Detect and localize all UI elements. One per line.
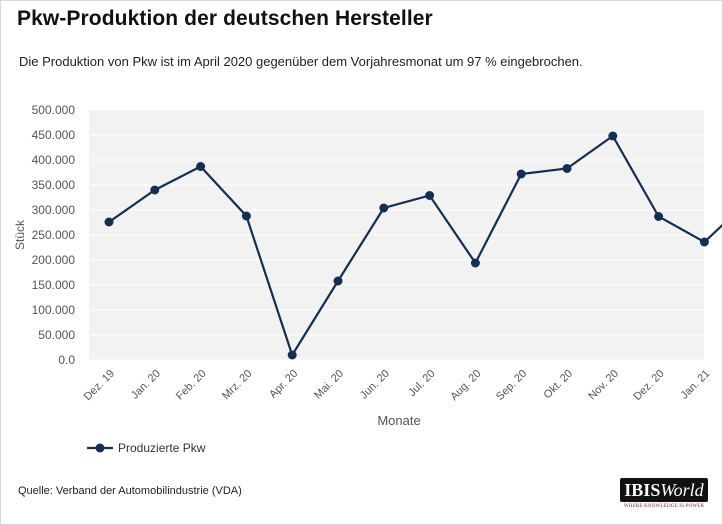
data-point[interactable] [333,276,343,286]
y-tick-label: 350.000 [32,178,76,192]
y-tick-label: 250.000 [32,228,76,242]
data-point[interactable] [516,169,526,179]
data-point[interactable] [608,131,618,141]
ibisworld-logo: IBISWorld WHERE KNOWLEDGE IS POWER [620,478,708,514]
logo-tagline: WHERE KNOWLEDGE IS POWER [623,504,705,509]
x-tick-label: Jan. 20 [129,368,163,402]
x-tick-label: Feb. 20 [174,368,209,403]
data-point[interactable] [470,258,480,268]
x-tick-label: Dez. 20 [631,368,666,403]
y-tick-label: 400.000 [32,153,76,167]
x-tick-label: Aug. 20 [448,368,483,403]
x-axis-title: Monate [377,413,420,428]
chart-subtitle: Die Produktion von Pkw ist im April 2020… [19,54,583,69]
y-tick-label: 500.000 [32,103,76,117]
legend[interactable]: Produzierte Pkw [87,441,206,455]
line-chart: 0.0 50.000 100.000 150.000 200.000 250.000 300… [13,103,722,455]
x-tick-label: Jun. 20 [358,368,392,402]
data-point[interactable] [699,237,709,247]
x-tick-label: Okt. 20 [542,368,576,402]
x-tick-label: Nov. 20 [586,368,621,403]
source-note: Quelle: Verband der Automobilindustrie (… [18,485,242,497]
chart-title: Pkw-Produktion der deutschen Hersteller [17,7,433,30]
y-axis-title: Stück [13,219,27,250]
legend-marker [95,443,105,453]
legend-label: Produzierte Pkw [118,441,206,455]
x-tick-label: Jan. 21 [679,368,713,402]
y-tick-label: 200.000 [32,253,76,267]
y-tick-label: 300.000 [32,203,76,217]
y-tick-label: 150.000 [32,278,76,292]
x-tick-label: Mrz. 20 [220,368,254,402]
data-point[interactable] [654,212,664,221]
y-tick-label: 0.0 [58,353,75,367]
x-tick-label: Apr. 20 [267,368,300,401]
y-tick-label: 450.000 [32,128,76,142]
y-tick-label: 100.000 [32,303,76,317]
data-point[interactable] [196,162,206,171]
data-point[interactable] [104,217,114,227]
x-tick-label: Mai. 20 [312,368,346,402]
logo-wordmark: IBISWorld [620,478,708,502]
x-tick-label: Dez. 19 [82,368,117,403]
data-point[interactable] [562,164,572,173]
data-point[interactable] [241,211,251,221]
data-point[interactable] [425,191,435,200]
y-tick-label: 50.000 [38,328,75,342]
data-point[interactable] [150,185,160,195]
data-point[interactable] [379,203,389,213]
data-point[interactable] [287,350,297,360]
x-tick-label: Sep. 20 [494,368,529,403]
x-tick-label: Jul. 20 [406,368,437,399]
